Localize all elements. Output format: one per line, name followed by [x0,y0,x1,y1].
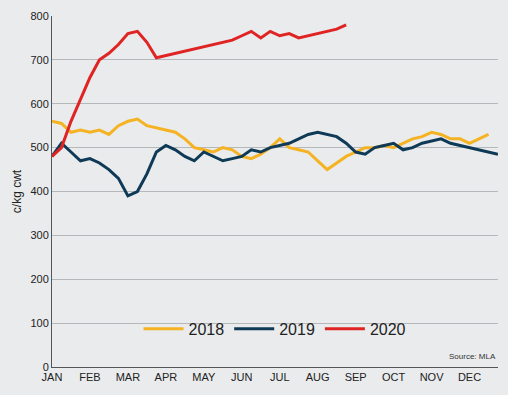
svg-text:OCT: OCT [382,371,406,383]
svg-text:Source: MLA: Source: MLA [449,352,496,361]
svg-text:JAN: JAN [42,371,63,383]
svg-text:2018: 2018 [189,321,225,338]
svg-text:800: 800 [30,10,48,22]
svg-text:APR: APR [155,371,178,383]
svg-text:MAY: MAY [192,371,216,383]
svg-text:2019: 2019 [279,321,315,338]
svg-text:SEP: SEP [345,371,367,383]
svg-text:500: 500 [30,141,48,153]
svg-text:c/kg cwt: c/kg cwt [10,169,24,213]
svg-text:DEC: DEC [458,371,481,383]
svg-text:JUL: JUL [270,371,290,383]
svg-text:300: 300 [30,229,48,241]
svg-text:700: 700 [30,54,48,66]
svg-text:400: 400 [30,185,48,197]
svg-text:2020: 2020 [370,321,406,338]
svg-text:FEB: FEB [79,371,100,383]
svg-text:MAR: MAR [116,371,141,383]
svg-text:600: 600 [30,98,48,110]
svg-text:AUG: AUG [306,371,330,383]
svg-text:JUN: JUN [231,371,252,383]
svg-text:0: 0 [43,361,49,373]
svg-text:100: 100 [30,317,48,329]
svg-text:NOV: NOV [420,371,445,383]
svg-text:200: 200 [30,273,48,285]
